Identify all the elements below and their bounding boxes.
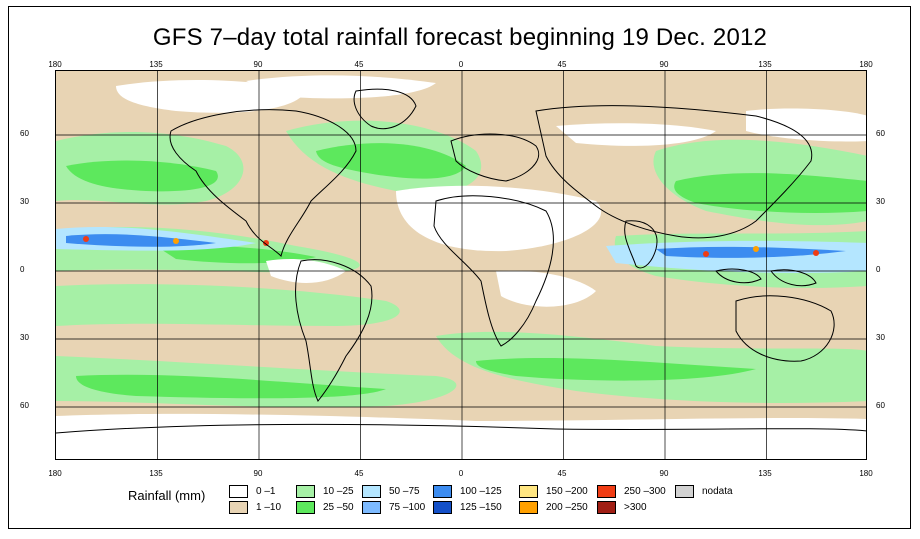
rainfall-map-canvas: [56, 71, 866, 459]
lon-tick-bottom: 45: [557, 469, 567, 478]
lon-tick-top: 45: [557, 60, 567, 69]
map-title: GFS 7–day total rainfall forecast beginn…: [152, 24, 768, 51]
lon-tick-top: 45: [354, 60, 364, 69]
legend-swatch: [519, 501, 538, 514]
legend-label: 0 –1: [256, 486, 276, 497]
lon-tick-bottom: 90: [659, 469, 669, 478]
lon-tick-top: 0: [458, 60, 464, 69]
lat-tick-left: 60: [20, 129, 29, 138]
legend-swatch: [362, 485, 381, 498]
lon-tick-top: 180: [859, 60, 873, 69]
legend-label: nodata: [702, 486, 733, 497]
itcz-rain-band: [56, 226, 866, 273]
lon-tick-bottom: 135: [758, 469, 772, 478]
lon-tick-top: 135: [149, 60, 163, 69]
legend-item: 0 –1: [229, 484, 275, 499]
lat-tick-right: 60: [876, 401, 885, 410]
legend-label: 75 –100: [389, 502, 426, 513]
legend-item: 250 –300: [597, 484, 666, 499]
figure-frame: [8, 6, 911, 529]
rainfall-map[interactable]: [55, 70, 867, 460]
lat-tick-left: 60: [20, 401, 29, 410]
legend-item: >300: [597, 500, 647, 515]
lon-tick-bottom: 180: [48, 469, 62, 478]
legend-label: 150 –200: [546, 486, 588, 497]
lon-tick-bottom: 135: [149, 469, 163, 478]
legend-swatch: [675, 485, 694, 498]
legend-item: nodata: [675, 484, 733, 499]
legend-label: 250 –300: [624, 486, 666, 497]
legend-item: 100 –125: [433, 484, 502, 499]
legend-item: 125 –150: [433, 500, 502, 515]
lat-tick-right: 0: [876, 265, 881, 274]
legend-swatch: [597, 485, 616, 498]
lon-tick-top: 135: [758, 60, 772, 69]
legend-item: 50 –75: [362, 484, 420, 499]
legend-swatch: [597, 501, 616, 514]
lon-tick-top: 90: [659, 60, 669, 69]
lon-tick-top: 90: [253, 60, 263, 69]
lon-tick-top: 180: [48, 60, 62, 69]
legend-item: 200 –250: [519, 500, 588, 515]
legend-label: 125 –150: [460, 502, 502, 513]
dry-regions: [56, 75, 866, 459]
legend-item: 150 –200: [519, 484, 588, 499]
legend-label: 25 –50: [323, 502, 354, 513]
lon-tick-bottom: 0: [458, 469, 464, 478]
legend-label: 1 –10: [256, 502, 282, 513]
legend-label: >300: [624, 502, 647, 513]
legend-swatch: [433, 501, 452, 514]
lat-tick-left: 30: [20, 197, 29, 206]
lat-tick-left: 0: [20, 265, 25, 274]
legend-swatch: [296, 485, 315, 498]
legend-label: 50 –75: [389, 486, 420, 497]
legend-item: 10 –25: [296, 484, 354, 499]
coastlines: [56, 88, 866, 434]
lon-tick-bottom: 90: [253, 469, 263, 478]
lon-tick-bottom: 180: [859, 469, 873, 478]
legend-swatch: [362, 501, 381, 514]
legend-swatch: [296, 501, 315, 514]
legend-item: 25 –50: [296, 500, 354, 515]
legend-label: 100 –125: [460, 486, 502, 497]
legend-swatch: [433, 485, 452, 498]
graticule: [56, 71, 866, 459]
lat-tick-left: 30: [20, 333, 29, 342]
legend-label: 10 –25: [323, 486, 354, 497]
lon-tick-bottom: 45: [354, 469, 364, 478]
lat-tick-right: 30: [876, 333, 885, 342]
legend-item: 1 –10: [229, 500, 281, 515]
legend-item: 75 –100: [362, 500, 425, 515]
legend-label: 200 –250: [546, 502, 588, 513]
legend-swatch: [519, 485, 538, 498]
legend-swatch: [229, 501, 248, 514]
lat-tick-right: 30: [876, 197, 885, 206]
legend-swatch: [229, 485, 248, 498]
lat-tick-right: 60: [876, 129, 885, 138]
legend-title: Rainfall (mm): [128, 488, 206, 503]
